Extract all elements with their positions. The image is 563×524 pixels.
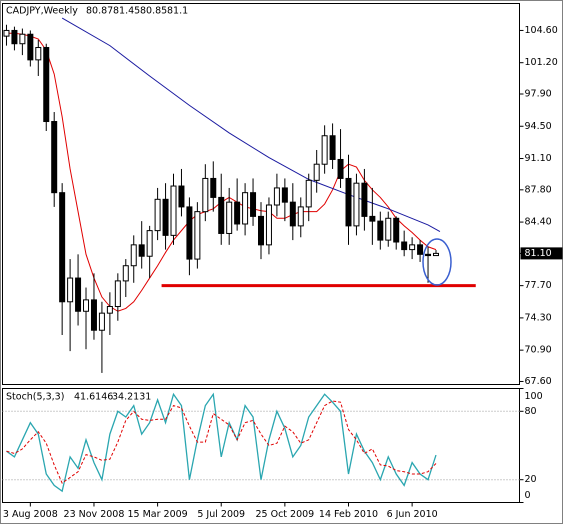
candle-body (409, 244, 416, 251)
candle-body (377, 220, 384, 241)
y-tick-label: 0 (525, 490, 531, 501)
candle-body (226, 201, 233, 234)
candle-body (425, 253, 432, 257)
candle-body (114, 280, 121, 308)
candle-body (186, 206, 193, 260)
y-tick-label: 70.90 (525, 345, 552, 356)
candle-body (170, 185, 177, 236)
candle-body (202, 177, 209, 213)
y-tick-label: 20 (525, 474, 537, 485)
candle-body (258, 215, 264, 246)
y-tick-label: 94.50 (525, 121, 552, 132)
candle-body (242, 192, 249, 225)
candle-body (250, 192, 257, 217)
candle-body (106, 306, 113, 314)
x-tick-label: 23 Nov 2008 (64, 509, 125, 520)
candle-body (11, 29, 18, 45)
candle-body (146, 230, 153, 257)
candle-body (273, 187, 280, 206)
open-value: 80.87 (86, 6, 113, 17)
candle-body (353, 182, 360, 227)
highlight-ellipse (422, 238, 452, 286)
y-tick-label: 91.10 (525, 153, 552, 164)
candle-body (337, 158, 344, 179)
candle-body (154, 198, 161, 232)
candle-body (234, 201, 241, 225)
candle-body (281, 187, 288, 203)
candle-body (385, 217, 392, 241)
y-tick-label: 87.80 (525, 184, 552, 195)
stoch-title: Stoch(5,3,3) (6, 392, 64, 403)
candle-body (417, 244, 424, 255)
x-tick-label: 3 Aug 2008 (3, 509, 58, 520)
y-tick-label: 67.60 (525, 376, 552, 387)
y-tick-label: 84.40 (525, 217, 552, 228)
candle-body (321, 135, 328, 165)
candle-body (19, 33, 26, 45)
candle-body (401, 241, 408, 251)
candle-body (43, 47, 50, 123)
stoch-header: Stoch(5,3,3) 41.6146 34.2131 (6, 392, 151, 403)
candle-body (218, 196, 225, 234)
moving-average (61, 17, 441, 233)
candle-body (361, 182, 368, 217)
y-tick-label: 81.10 (525, 248, 552, 259)
candle-body (130, 244, 137, 267)
candle-body (35, 47, 42, 61)
price-panel (2, 3, 520, 385)
x-tick-label: 25 Oct 2009 (255, 509, 314, 520)
candle-body (345, 177, 352, 227)
candle-body (432, 252, 439, 257)
candle-body (122, 265, 129, 282)
close-value: 81.1 (167, 6, 188, 17)
stoch-signal-value: 34.2131 (112, 392, 151, 403)
candle-body (313, 163, 320, 181)
candle-body (162, 198, 169, 236)
candle-body (98, 312, 105, 331)
y-tick-label: 77.70 (525, 280, 552, 291)
candle-body (393, 217, 400, 243)
candle-body (83, 299, 90, 312)
candle-body (265, 204, 272, 246)
y-tick-label: 101.20 (525, 57, 558, 68)
candle-body (27, 33, 34, 61)
price-header: CADJPY,Weekly 80.87 81.45 80.85 81.1 (6, 6, 188, 17)
x-tick-label: 14 Feb 2010 (319, 509, 378, 520)
high-value: 81.45 (113, 6, 140, 17)
candle-body (369, 215, 376, 222)
candle-body (210, 177, 217, 198)
candle-body (289, 201, 296, 227)
candle-body (51, 121, 58, 194)
x-tick-label: 5 Jul 2009 (197, 509, 245, 520)
candle-body (194, 211, 201, 260)
candle-body (67, 277, 74, 303)
chart-title: CADJPY,Weekly (6, 6, 78, 17)
candle-body (297, 206, 304, 227)
stoch-panel (2, 388, 520, 503)
candle-body (178, 185, 185, 208)
y-tick-label: 104.60 (525, 25, 558, 36)
stoch-line (6, 392, 437, 493)
candle-body (90, 299, 97, 331)
x-tick-label: 15 Mar 2009 (127, 509, 187, 520)
low-value: 80.85 (140, 6, 167, 17)
candle-body (138, 244, 145, 257)
y-tick-label: 74.30 (525, 312, 552, 323)
candle-body (3, 29, 10, 37)
current-price-box (520, 247, 563, 260)
candle-body (329, 135, 336, 160)
y-tick-label: 100 (525, 391, 543, 402)
candle-body (59, 192, 66, 303)
x-tick-label: 6 Jun 2010 (387, 509, 438, 520)
stoch-line (6, 400, 437, 484)
candle-body (75, 277, 82, 312)
marks: 104.60 101.20 97.90 94.50 91.10 87.80 84.40 81.… (2, 17, 563, 520)
candle-body (305, 179, 312, 208)
stoch-main-value: 41.6146 (74, 392, 113, 403)
y-tick-label: 80 (525, 406, 537, 417)
y-tick-label: 97.90 (525, 89, 552, 100)
